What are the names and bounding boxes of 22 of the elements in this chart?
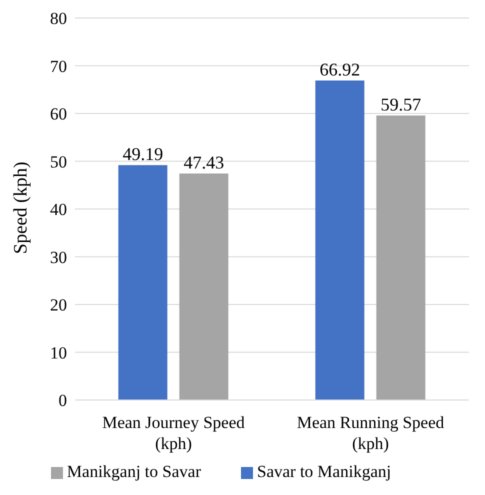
bar — [315, 80, 364, 400]
y-axis-title: Speed (kph) — [10, 162, 32, 254]
y-tick-label: 30 — [50, 248, 67, 267]
data-label: 66.92 — [320, 59, 360, 80]
y-tick-label: 60 — [50, 104, 67, 124]
y-tick-label: 80 — [50, 9, 67, 28]
y-tick-label: 0 — [58, 391, 67, 410]
x-tick-label: Mean Running Speed (kph) — [296, 413, 445, 453]
data-label: 49.19 — [122, 144, 164, 164]
legend-label: Manikganj to Savar — [66, 462, 201, 481]
bar — [118, 165, 168, 400]
y-tick-label: 20 — [50, 296, 67, 315]
y-tick-label: 10 — [50, 343, 67, 362]
y-tick-label: 50 — [50, 152, 67, 172]
y-tick-label: 40 — [50, 200, 67, 220]
x-tick-label: Mean Journey Speed (kph) — [102, 413, 246, 453]
data-label: 59.57 — [380, 94, 422, 115]
bar — [179, 174, 228, 400]
legend-label: Savar to Manikganj — [257, 462, 392, 481]
y-tick-label: 70 — [50, 56, 67, 76]
data-label: 47.43 — [184, 152, 224, 173]
bar — [376, 116, 426, 400]
